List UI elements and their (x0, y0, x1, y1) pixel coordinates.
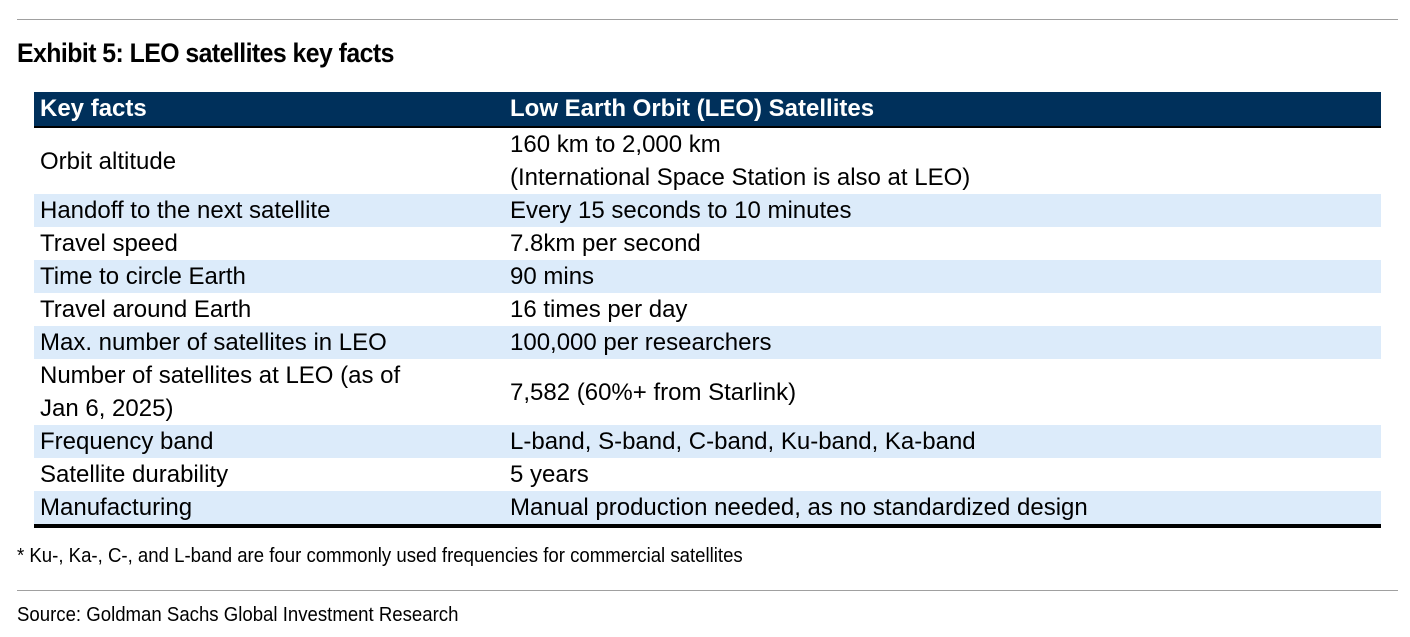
value-cell: 160 km to 2,000 km (International Space … (504, 127, 1381, 194)
fact-cell: Max. number of satellites in LEO (34, 326, 504, 359)
table-row: Satellite durability 5 years (34, 458, 1381, 491)
value-line: (International Space Station is also at … (510, 164, 971, 191)
table-row: Time to circle Earth 90 mins (34, 260, 1381, 293)
fact-cell: Travel around Earth (40, 296, 252, 323)
table-row: Handoff to the next satellite Every 15 s… (34, 194, 1381, 227)
value-cell: 100,000 per researchers (504, 326, 1381, 359)
value-cell: Manual production needed, as no standard… (504, 491, 1381, 526)
table-header-row: Key facts Low Earth Orbit (LEO) Satellit… (34, 92, 1381, 128)
value-line: 160 km to 2,000 km (510, 131, 721, 158)
value-cell: L-band, S-band, C-band, Ku-band, Ka-band (504, 425, 1381, 458)
table-row: Frequency band L-band, S-band, C-band, K… (34, 425, 1381, 458)
fact-line: Number of satellites at LEO (as of (40, 362, 401, 389)
fact-cell: Orbit altitude (40, 147, 177, 175)
fact-cell: Travel speed (40, 230, 178, 257)
value-cell: 7,582 (60%+ from Starlink) (510, 378, 797, 406)
header-key-facts: Key facts (34, 92, 504, 128)
fact-cell: Manufacturing (34, 491, 504, 526)
source-note: Source: Goldman Sachs Global Investment … (17, 604, 459, 626)
top-divider (17, 19, 1398, 20)
value-cell: 5 years (510, 461, 589, 488)
fact-cell: Satellite durability (40, 461, 229, 488)
value-cell: 90 mins (504, 260, 1381, 293)
fact-cell: Number of satellites at LEO (as of Jan 6… (34, 359, 504, 425)
table-row: Travel around Earth 16 times per day (34, 293, 1381, 326)
exhibit-title: Exhibit 5: LEO satellites key facts (17, 38, 394, 68)
table-row: Orbit altitude 160 km to 2,000 km (Inter… (34, 127, 1381, 194)
value-cell: 16 times per day (510, 296, 688, 323)
fact-line: Jan 6, 2025) (40, 395, 174, 422)
fact-cell: Handoff to the next satellite (34, 194, 504, 227)
table-row: Travel speed 7.8km per second (34, 227, 1381, 260)
key-facts-table: Key facts Low Earth Orbit (LEO) Satellit… (34, 92, 1381, 528)
value-cell: 7.8km per second (510, 230, 701, 257)
bottom-divider (17, 590, 1398, 591)
header-leo-satellites: Low Earth Orbit (LEO) Satellites (504, 92, 1381, 128)
table-row: Max. number of satellites in LEO 100,000… (34, 326, 1381, 359)
fact-cell: Frequency band (34, 425, 504, 458)
fact-cell: Time to circle Earth (34, 260, 504, 293)
table-row: Number of satellites at LEO (as of Jan 6… (34, 359, 1381, 425)
footnote: * Ku-, Ka-, C-, and L-band are four comm… (17, 545, 743, 567)
value-cell: Every 15 seconds to 10 minutes (504, 194, 1381, 227)
table-row: Manufacturing Manual production needed, … (34, 491, 1381, 526)
